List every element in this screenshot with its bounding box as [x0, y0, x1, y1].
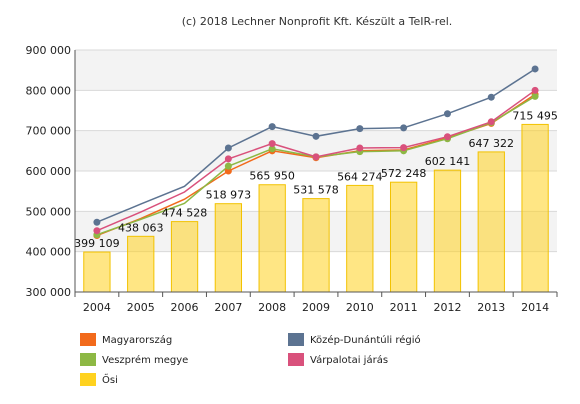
bar	[302, 198, 330, 293]
legend-swatch	[288, 333, 304, 346]
legend-swatch	[80, 333, 96, 346]
bar	[521, 123, 549, 293]
legend-swatch	[80, 373, 96, 386]
series-point	[93, 218, 101, 226]
bar-data-label: 518 973	[206, 189, 252, 202]
y-tick-label: 800 000	[26, 84, 72, 97]
bar-series	[83, 123, 549, 293]
y-tick-label: 600 000	[26, 165, 72, 178]
bar-data-label: 564 274	[337, 170, 383, 183]
bar	[346, 184, 374, 293]
bar	[127, 235, 155, 293]
legend-label: Közép-Dunántúli régió	[310, 334, 421, 346]
bar-data-label: 572 248	[381, 167, 427, 180]
series-point	[400, 144, 408, 152]
bar	[170, 221, 199, 293]
legend-label: Veszprém megye	[102, 354, 188, 366]
y-tick-label: 400 000	[26, 246, 72, 259]
legend-swatch	[80, 353, 96, 366]
legend-label: Magyarország	[102, 334, 172, 346]
series-point	[224, 162, 232, 170]
series-point	[312, 132, 320, 140]
bar	[258, 184, 286, 293]
series-point	[487, 118, 495, 126]
series-point	[531, 86, 539, 94]
legend-swatch	[288, 353, 304, 366]
axes: 300 000 400 000 500 000 600 000 700 000 800 0…	[26, 44, 558, 314]
series-point	[443, 133, 451, 141]
series-point	[487, 93, 495, 101]
line-series-group	[93, 65, 539, 240]
series-point	[400, 124, 408, 132]
x-tick-label: 2007	[214, 301, 242, 314]
series-point	[531, 65, 539, 73]
x-tick-label: 2012	[433, 301, 461, 314]
bar	[389, 181, 418, 293]
x-tick-label: 2004	[83, 301, 111, 314]
x-tick-label: 2006	[171, 301, 199, 314]
bar-data-label: 438 063	[118, 221, 164, 234]
bar-data-label: 399 109	[74, 237, 120, 250]
series-point	[224, 144, 232, 152]
bar	[214, 203, 243, 293]
series-point	[356, 144, 364, 152]
y-tick-label: 900 000	[26, 44, 72, 57]
y-tick-label: 300 000	[26, 286, 72, 299]
series-point	[268, 140, 276, 148]
series-point	[312, 153, 320, 161]
x-tick-label: 2005	[127, 301, 155, 314]
x-tick-label: 2011	[390, 301, 418, 314]
series-point	[531, 92, 539, 100]
series-point	[224, 155, 232, 163]
bar	[83, 251, 111, 293]
bar	[477, 151, 505, 293]
legend-label: Várpalotai járás	[310, 354, 388, 366]
y-tick-label: 500 000	[26, 205, 72, 218]
x-tick-label: 2014	[521, 301, 549, 314]
bar-data-label: 565 950	[249, 170, 295, 183]
series-point	[224, 167, 232, 175]
series-point	[268, 123, 276, 131]
legend-label: Ősi	[102, 372, 118, 386]
bar-data-label: 602 141	[425, 155, 471, 168]
x-tick-label: 2009	[302, 301, 330, 314]
legend: Magyarország Közép-Dunántúli régió Veszpré…	[80, 333, 421, 386]
x-tick-label: 2010	[346, 301, 374, 314]
bar-data-label: 531 578	[293, 184, 339, 197]
series-point	[356, 125, 364, 133]
x-tick-label: 2013	[477, 301, 505, 314]
y-tick-label: 700 000	[26, 125, 72, 138]
series-point	[93, 227, 101, 235]
bar	[433, 169, 462, 293]
plot-band	[75, 50, 557, 91]
credit-text: (c) 2018 Lechner Nonprofit Kft. Készült …	[182, 15, 453, 28]
series-point	[268, 145, 276, 153]
bar-data-label: 474 528	[162, 207, 208, 220]
x-tick-label: 2008	[258, 301, 286, 314]
bar-data-label: 647 322	[469, 137, 515, 150]
series-point	[443, 110, 451, 118]
bar-data-label: 715 495	[512, 109, 558, 122]
